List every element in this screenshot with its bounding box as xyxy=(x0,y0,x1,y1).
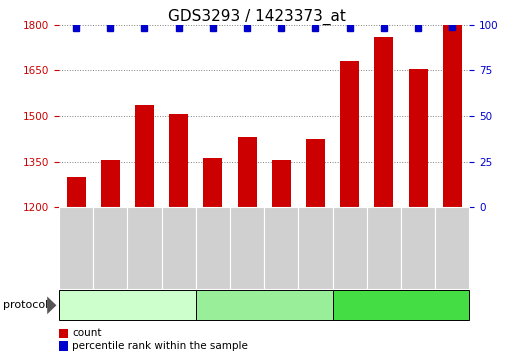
Bar xyxy=(238,137,256,207)
Bar xyxy=(306,139,325,207)
Text: GSM296816: GSM296816 xyxy=(140,220,149,275)
Text: protocol: protocol xyxy=(3,300,48,310)
Bar xyxy=(204,159,222,207)
Bar xyxy=(272,160,291,207)
Bar xyxy=(135,105,154,207)
Bar xyxy=(169,114,188,207)
Text: GSM296817: GSM296817 xyxy=(174,220,183,275)
Bar xyxy=(67,177,86,207)
Bar xyxy=(101,160,120,207)
Text: count: count xyxy=(72,329,102,338)
Text: 20 calcium ion pulses (20-p): 20 calcium ion pulses (20-p) xyxy=(185,300,343,310)
Text: GSM296819: GSM296819 xyxy=(243,220,251,275)
Text: GDS3293 / 1423373_at: GDS3293 / 1423373_at xyxy=(168,9,345,25)
Text: GSM296820: GSM296820 xyxy=(277,221,286,275)
Text: GSM296815: GSM296815 xyxy=(106,220,115,275)
Polygon shape xyxy=(47,297,56,314)
Bar xyxy=(340,61,359,207)
Bar xyxy=(409,69,427,207)
Text: GSM296825: GSM296825 xyxy=(448,221,457,275)
Text: control: control xyxy=(108,300,147,310)
Text: GSM296824: GSM296824 xyxy=(413,221,423,275)
Text: calcium-free wash (CFW): calcium-free wash (CFW) xyxy=(331,300,470,310)
Text: GSM296821: GSM296821 xyxy=(311,221,320,275)
Bar xyxy=(374,37,393,207)
Bar xyxy=(443,25,462,207)
Text: GSM296814: GSM296814 xyxy=(72,221,81,275)
Text: GSM296818: GSM296818 xyxy=(208,220,218,275)
Text: GSM296822: GSM296822 xyxy=(345,221,354,275)
Text: GSM296823: GSM296823 xyxy=(380,221,388,275)
Text: percentile rank within the sample: percentile rank within the sample xyxy=(72,341,248,351)
